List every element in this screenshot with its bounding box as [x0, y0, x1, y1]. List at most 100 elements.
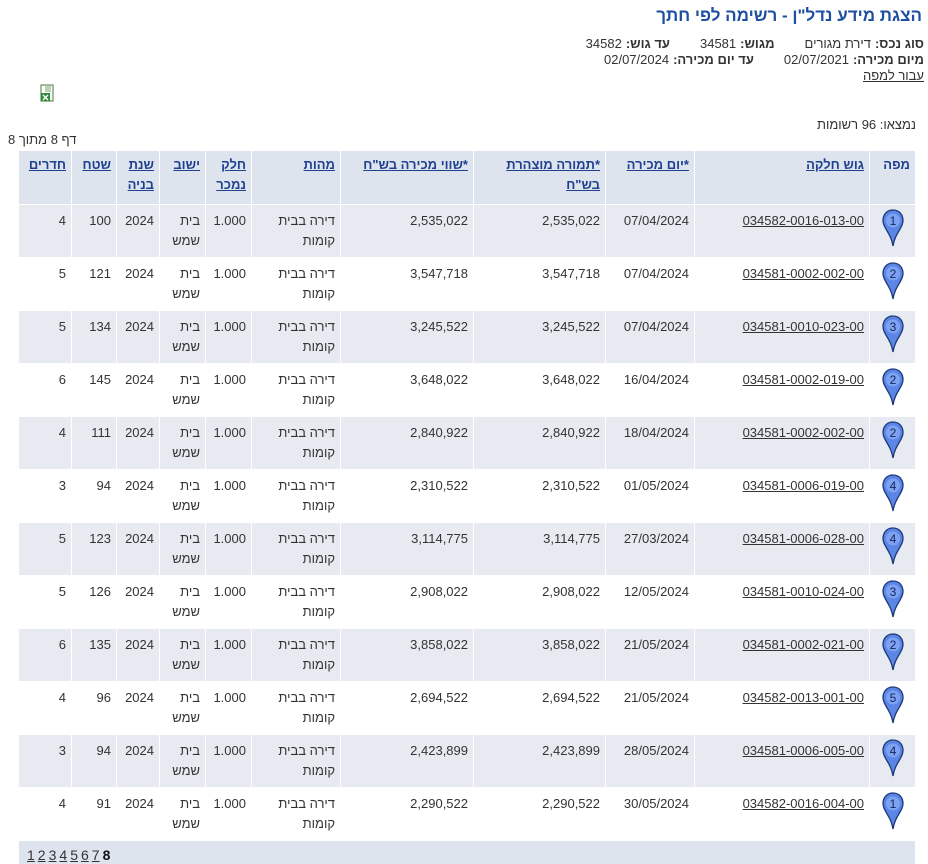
- page-link[interactable]: 3: [48, 847, 57, 863]
- parcel-cell: 034581-0002-002-00: [694, 416, 870, 470]
- criteria-label: מיום מכירה:: [852, 52, 924, 67]
- map-pin[interactable]: 5: [881, 686, 905, 724]
- map-pin[interactable]: 1: [881, 209, 905, 247]
- map-cell: 4: [869, 469, 916, 523]
- table-cell: 3,245,522: [340, 310, 474, 364]
- map-pin[interactable]: 2: [881, 368, 905, 406]
- map-pin[interactable]: 4: [881, 527, 905, 565]
- parcel-cell: 034581-0002-002-00: [694, 257, 870, 311]
- table-cell: 1.000: [205, 681, 252, 735]
- table-cell: 2,840,922: [473, 416, 606, 470]
- table-cell: 21/05/2024: [605, 628, 695, 682]
- table-cell: דירה בבית קומות: [251, 469, 341, 523]
- table-cell: 1.000: [205, 416, 252, 470]
- parcel-link[interactable]: 034581-0002-002-00: [742, 425, 864, 440]
- parcel-cell: 034581-0006-005-00: [694, 734, 870, 788]
- column-header: חדרים: [18, 150, 72, 205]
- page-link[interactable]: 7: [91, 847, 100, 863]
- page-link[interactable]: 6: [80, 847, 89, 863]
- pin-dot: [885, 425, 900, 440]
- parcel-link[interactable]: 034581-0002-019-00: [742, 372, 864, 387]
- table-cell: 2024: [116, 416, 160, 470]
- table-cell: 1.000: [205, 310, 252, 364]
- map-pin[interactable]: 4: [881, 739, 905, 777]
- table-cell: 3,858,022: [340, 628, 474, 682]
- map-pin[interactable]: 2: [881, 421, 905, 459]
- table-row: 3 034581-0010-023-00 07/04/2024 3,245,522 3,…: [18, 310, 916, 364]
- sort-link[interactable]: חלק נמכר: [216, 157, 246, 192]
- parcel-link[interactable]: 034581-0006-005-00: [742, 743, 864, 758]
- table-cell: 134: [71, 310, 117, 364]
- parcel-link[interactable]: 034581-0006-019-00: [742, 478, 864, 493]
- map-cell: 3: [869, 310, 916, 364]
- parcel-link[interactable]: 034581-0002-021-00: [742, 637, 864, 652]
- table-cell: דירה בבית קומות: [251, 416, 341, 470]
- table-cell: דירה בבית קומות: [251, 310, 341, 364]
- pin-number: 1: [889, 797, 896, 811]
- sort-link[interactable]: חדרים: [28, 157, 66, 172]
- map-cell: 2: [869, 628, 916, 682]
- sort-link[interactable]: שטח: [82, 157, 111, 172]
- table-cell: 4: [18, 681, 72, 735]
- map-pin[interactable]: 4: [881, 474, 905, 512]
- map-cell: 1: [869, 204, 916, 258]
- sort-link[interactable]: שנת בניה: [127, 157, 154, 192]
- map-link[interactable]: עבור למפה: [862, 68, 924, 83]
- table-cell: 111: [71, 416, 117, 470]
- search-criteria: סוג נכס:דירת מגורים מגוש:34581 עד גוש:3458…: [582, 36, 924, 84]
- sort-link[interactable]: *תמורה מוצהרת בש"ח: [506, 157, 600, 192]
- table-cell: בית שמש: [159, 469, 206, 523]
- page-link[interactable]: 4: [59, 847, 68, 863]
- table-cell: 4: [18, 204, 72, 258]
- table-row: 5 034582-0013-001-00 21/05/2024 2,694,522 2,…: [18, 681, 916, 735]
- pin-number: 4: [889, 532, 896, 546]
- sort-link[interactable]: ישוב: [173, 157, 200, 172]
- pin-dot: [885, 319, 900, 334]
- parcel-link[interactable]: 034581-0010-023-00: [742, 319, 864, 334]
- parcel-link[interactable]: 034581-0010-024-00: [742, 584, 864, 599]
- table-cell: 1.000: [205, 204, 252, 258]
- pin-dot: [885, 637, 900, 652]
- parcel-link[interactable]: 034582-0016-004-00: [742, 796, 864, 811]
- table-cell: 94: [71, 734, 117, 788]
- map-pin[interactable]: 3: [881, 580, 905, 618]
- column-header: *יום מכירה: [605, 150, 695, 205]
- sort-link[interactable]: מהות: [303, 157, 335, 172]
- map-pin[interactable]: 2: [881, 262, 905, 300]
- table-cell: 3: [18, 469, 72, 523]
- pin-number: 2: [889, 426, 896, 440]
- table-cell: בית שמש: [159, 363, 206, 417]
- table-cell: בית שמש: [159, 575, 206, 629]
- parcel-link[interactable]: 034581-0006-028-00: [742, 531, 864, 546]
- page-link[interactable]: 5: [70, 847, 78, 863]
- table-cell: דירה בבית קומות: [251, 628, 341, 682]
- excel-export-icon[interactable]: [40, 84, 56, 102]
- pin-dot: [885, 690, 900, 705]
- page-link[interactable]: 2: [37, 847, 46, 863]
- parcel-cell: 034581-0006-019-00: [694, 469, 870, 523]
- sort-link[interactable]: *שווי מכירה בש"ח: [363, 157, 468, 172]
- table-cell: 3,858,022: [473, 628, 606, 682]
- parcel-link[interactable]: 034582-0016-013-00: [742, 213, 864, 228]
- parcel-link[interactable]: 034581-0002-002-00: [742, 266, 864, 281]
- criteria-line: מיום מכירה:02/07/2021 עד יום מכירה:02/07/…: [582, 52, 924, 68]
- table-cell: בית שמש: [159, 204, 206, 258]
- parcel-link[interactable]: 034582-0013-001-00: [742, 690, 864, 705]
- map-link-row: עבור למפה: [582, 68, 924, 84]
- page-link[interactable]: 1: [27, 847, 35, 863]
- map-cell: 5: [869, 681, 916, 735]
- map-pin[interactable]: 2: [881, 633, 905, 671]
- parcel-cell: 034581-0002-019-00: [694, 363, 870, 417]
- table-cell: 2,694,522: [473, 681, 606, 735]
- table-cell: דירה בבית קומות: [251, 522, 341, 576]
- table-cell: 2024: [116, 522, 160, 576]
- table-cell: 1.000: [205, 522, 252, 576]
- sort-link[interactable]: גוש חלקה: [806, 157, 864, 172]
- sort-link[interactable]: *יום מכירה: [626, 157, 689, 172]
- map-pin[interactable]: 3: [881, 315, 905, 353]
- table-cell: בית שמש: [159, 416, 206, 470]
- column-header: *תמורה מוצהרת בש"ח: [473, 150, 606, 205]
- column-header: חלק נמכר: [205, 150, 252, 205]
- map-pin[interactable]: 1: [881, 792, 905, 830]
